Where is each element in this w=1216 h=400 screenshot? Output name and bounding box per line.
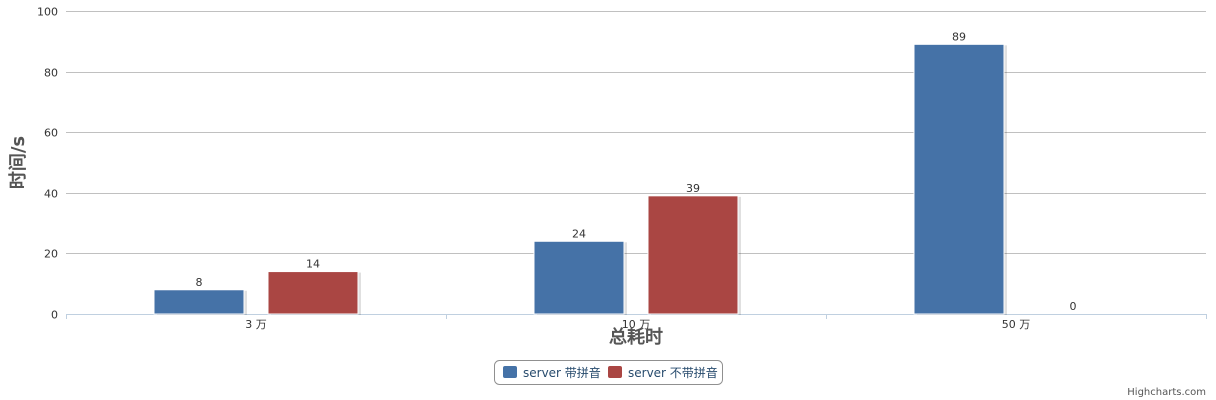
- bar[interactable]: [647, 195, 739, 315]
- legend: server 带拼音 server 不带拼音: [494, 360, 723, 385]
- legend-label: server 不带拼音: [628, 365, 718, 380]
- bar[interactable]: [533, 240, 625, 315]
- legend-swatch: [608, 366, 622, 378]
- bar[interactable]: [153, 289, 245, 315]
- bar[interactable]: [913, 43, 1005, 315]
- data-label: 24: [572, 227, 586, 240]
- x-tick-label: 50 万: [1002, 318, 1031, 331]
- y-axis-title: 时间/s: [8, 136, 29, 189]
- legend-item[interactable]: server 不带拼音: [608, 365, 718, 380]
- x-tick-label: 3 万: [245, 318, 267, 331]
- y-tick-label: 100: [37, 6, 58, 19]
- gridlines: [66, 11, 1206, 315]
- legend-item[interactable]: server 带拼音: [503, 365, 601, 380]
- y-tick-label: 60: [44, 127, 58, 140]
- legend-swatch: [503, 366, 517, 378]
- data-label: 89: [952, 30, 966, 43]
- y-tick-label: 0: [51, 309, 58, 322]
- data-label: 8: [196, 276, 203, 289]
- x-axis-title: 总耗时: [609, 326, 663, 348]
- data-label: 0: [1070, 300, 1077, 313]
- bar[interactable]: [267, 271, 359, 315]
- y-tick-label: 40: [44, 188, 58, 201]
- x-axis: 3 万 10 万 50 万: [66, 314, 1207, 331]
- data-label: 39: [686, 182, 700, 195]
- x-tick-label: 10 万: [622, 318, 651, 331]
- data-label: 14: [306, 258, 320, 271]
- credits-link[interactable]: Highcharts.com: [1127, 387, 1206, 398]
- y-tick-label: 20: [44, 248, 58, 261]
- y-tick-label: 80: [44, 67, 58, 80]
- y-axis-ticks: 0 20 40 60 80 100: [37, 6, 58, 322]
- legend-label: server 带拼音: [523, 365, 601, 380]
- bars: [153, 43, 1007, 316]
- data-labels: 8 24 89 14 39 0: [196, 30, 1077, 313]
